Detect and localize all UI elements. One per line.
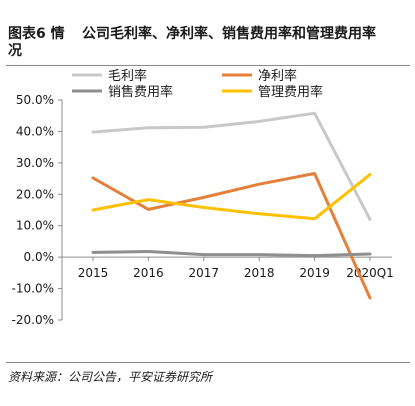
y-axis: 50.0% 40.0% 30.0% 20.0% 10.0% 0.0% -10.0% -20.0… [12,93,63,327]
y-tick-label: 0.0% [24,250,55,264]
y-tick-label: 10.0% [16,219,54,233]
figure-label: 图表6 情况 [8,26,65,59]
legend-label: 销售费用率 [108,84,173,100]
legend-label: 管理费用率 [258,84,323,100]
bottom-divider [6,362,410,363]
y-tick-label: 30.0% [16,156,54,170]
x-tick-label: 2015 [78,266,109,280]
legend-item: 管理费用率 [222,84,323,100]
legend-item: 毛利率 [72,68,147,84]
x-tick-label: 2016 [133,266,164,280]
series-lines [91,111,372,300]
x-tick-label: 2017 [189,266,220,280]
legend-item: 净利率 [222,68,297,84]
chart-title: 公司毛利率、净利率、销售费用率和管理费用率 [82,26,376,42]
series-line-1 [91,111,372,221]
series-line-4 [91,173,372,221]
x-tick-label: 2019 [299,266,330,280]
legend-label: 净利率 [258,68,297,84]
y-tick-label: -20.0% [12,313,54,327]
legend-item: 销售费用率 [72,84,173,100]
y-tick-label: 50.0% [16,93,54,107]
legend-label: 毛利率 [108,68,147,84]
series-line-3 [91,250,372,258]
y-tick-label: -10.0% [12,282,54,296]
top-divider [6,65,410,66]
x-tick-label: 2018 [244,266,275,280]
series-line-2 [91,172,372,300]
chart-header: 图表6 情况 公司毛利率、净利率、销售费用率和管理费用率 [0,0,415,66]
source-note: 资料来源：公司公告，平安证券研究所 [8,370,213,384]
y-tick-label: 40.0% [16,124,54,138]
y-tick-label: 20.0% [16,187,54,201]
x-tick-label: 2020Q1 [346,266,394,280]
x-axis: 2015 2016 2017 2018 2019 2020Q1 [62,256,394,280]
